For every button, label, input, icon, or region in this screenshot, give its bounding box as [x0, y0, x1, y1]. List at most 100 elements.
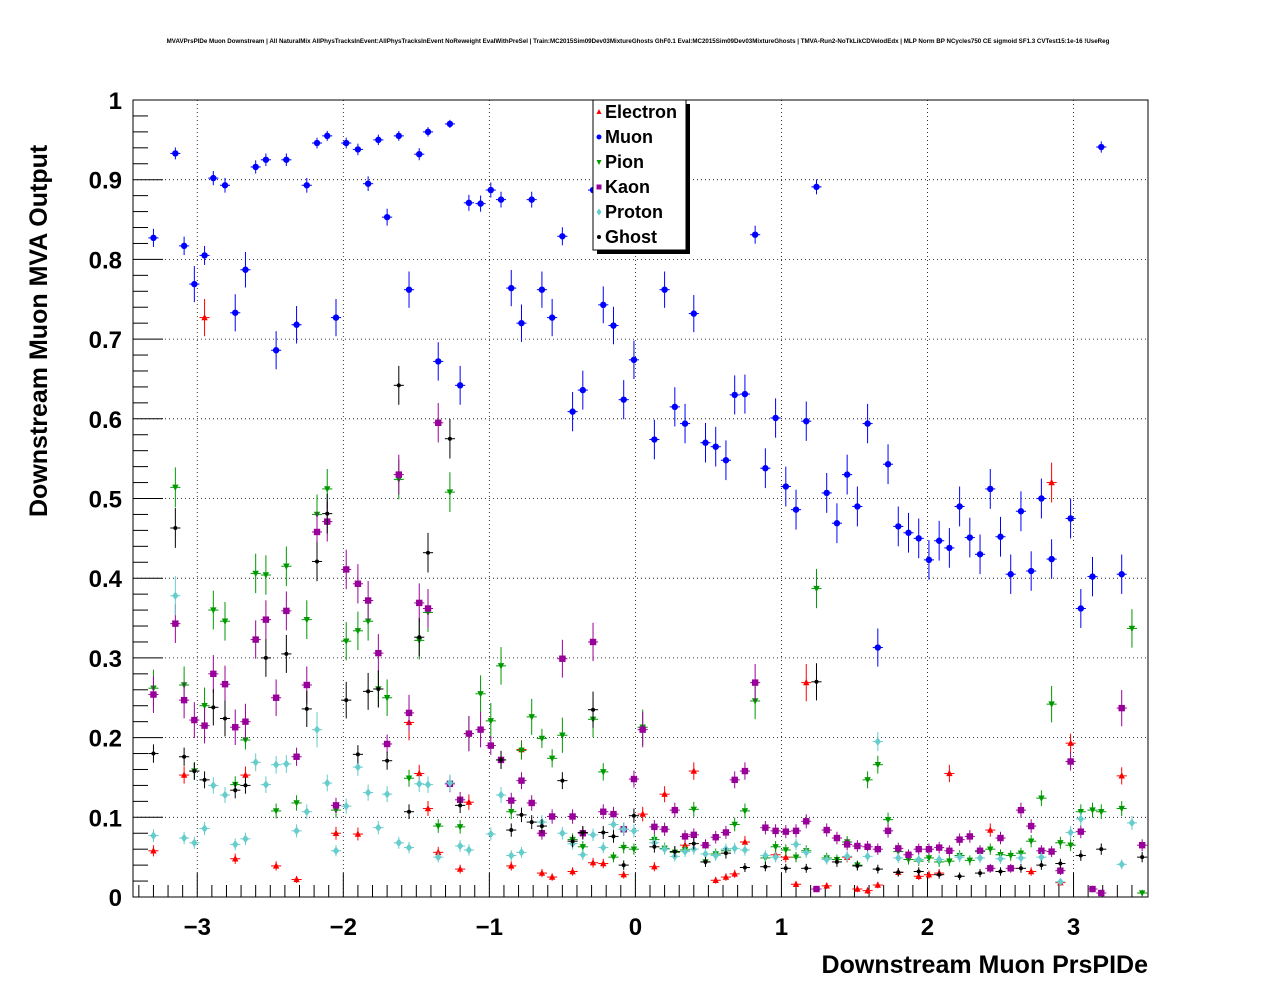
data-point-ghost: [539, 824, 544, 829]
data-point-pion: [925, 855, 933, 862]
data-point-muon: [833, 520, 841, 527]
data-point-electron: [946, 769, 953, 777]
data-point-ghost: [355, 752, 360, 757]
data-point-kaon: [661, 826, 668, 833]
data-point-electron: [874, 881, 882, 888]
data-point-kaon: [997, 834, 1004, 842]
data-point-muon: [172, 150, 179, 157]
data-point-ghost: [263, 655, 268, 660]
data-point-proton: [293, 826, 300, 836]
data-point-proton: [405, 843, 413, 852]
data-point-proton: [252, 758, 259, 767]
x-tick-label: −1: [476, 914, 503, 941]
y-axis-label: Downstream Muon MVA Output: [25, 144, 53, 517]
data-point-muon: [976, 551, 984, 558]
data-point-proton: [1017, 853, 1025, 863]
data-point-muon: [762, 465, 769, 472]
data-point-kaon: [751, 679, 759, 686]
data-point-kaon: [600, 808, 607, 815]
data-point-pion: [548, 755, 556, 763]
y-tick-label: 0.8: [89, 247, 122, 274]
data-point-ghost: [211, 705, 216, 710]
data-point-electron: [639, 810, 646, 817]
data-point-pion: [987, 846, 994, 853]
data-point-kaon: [313, 528, 321, 536]
data-point-ghost: [742, 865, 747, 870]
data-point-ghost: [621, 863, 626, 868]
data-point-electron: [987, 826, 994, 833]
data-point-kaon: [884, 827, 892, 835]
data-point-muon: [843, 471, 851, 478]
data-point-kaon: [925, 845, 933, 853]
data-point-muon: [1038, 495, 1045, 502]
data-point-muon: [741, 390, 749, 398]
data-point-ghost: [916, 869, 921, 874]
data-point-proton: [435, 852, 442, 862]
data-point-proton: [221, 790, 229, 800]
y-tick-label: 0.2: [89, 726, 122, 753]
data-point-kaon: [905, 851, 912, 858]
data-point-kaon: [210, 670, 217, 678]
data-point-muon: [803, 417, 810, 425]
data-point-electron: [731, 870, 738, 877]
data-point-pion: [221, 618, 229, 625]
data-point-electron: [712, 876, 719, 883]
data-point-kaon: [569, 813, 576, 820]
legend-label: Pion: [605, 152, 644, 172]
data-point-pion: [497, 663, 505, 670]
data-point-muon: [569, 408, 576, 415]
data-point-pion: [272, 808, 280, 815]
data-point-kaon: [343, 566, 350, 573]
data-point-kaon: [375, 649, 382, 657]
data-point-kaon: [895, 845, 902, 852]
data-point-electron: [600, 859, 607, 867]
data-point-kaon: [232, 724, 239, 731]
data-point-pion: [354, 628, 362, 635]
data-point-kaon: [589, 638, 597, 646]
data-point-ghost: [243, 783, 248, 788]
legend-marker-ghost: [597, 235, 601, 239]
data-point-ghost: [691, 841, 696, 846]
data-point-kaon: [383, 740, 391, 748]
data-point-ghost: [1039, 863, 1044, 868]
data-point-proton: [935, 855, 943, 864]
data-point-muon: [1118, 571, 1125, 578]
data-point-pion: [456, 824, 464, 831]
data-point-pion: [690, 806, 698, 814]
y-tick-label: 0.1: [89, 805, 122, 832]
data-point-proton: [324, 778, 331, 788]
data-marks: [148, 119, 1148, 897]
y-tick-label: 0: [109, 885, 122, 912]
data-point-proton: [283, 759, 290, 769]
data-point-muon: [150, 234, 157, 242]
data-point-electron: [293, 875, 300, 883]
data-point-kaon: [201, 722, 208, 729]
data-point-electron: [690, 767, 698, 774]
data-point-muon: [395, 132, 402, 140]
data-point-electron: [1067, 739, 1074, 746]
data-point-electron: [1048, 478, 1055, 486]
data-point-ghost: [611, 834, 616, 839]
data-point-muon: [610, 322, 617, 329]
y-tick-label: 0.6: [89, 407, 122, 434]
data-point-kaon: [1007, 865, 1014, 872]
data-point-kaon: [690, 831, 698, 839]
data-point-pion: [508, 809, 515, 816]
data-point-kaon: [1057, 867, 1064, 874]
data-point-proton: [610, 820, 617, 829]
data-point-kaon: [956, 836, 963, 843]
data-point-kaon: [782, 828, 790, 835]
data-point-kaon: [976, 847, 984, 854]
data-point-muon: [874, 644, 882, 651]
data-point-proton: [956, 852, 963, 862]
data-point-ghost: [426, 550, 431, 555]
legend-label: Muon: [605, 127, 653, 147]
data-point-proton: [272, 760, 280, 769]
data-point-muon: [946, 544, 953, 552]
data-point-kaon: [528, 799, 535, 807]
x-tick-label: 2: [921, 914, 934, 941]
data-point-muon: [435, 358, 442, 365]
data-point-muon: [772, 414, 779, 422]
data-point-ghost: [376, 686, 381, 691]
